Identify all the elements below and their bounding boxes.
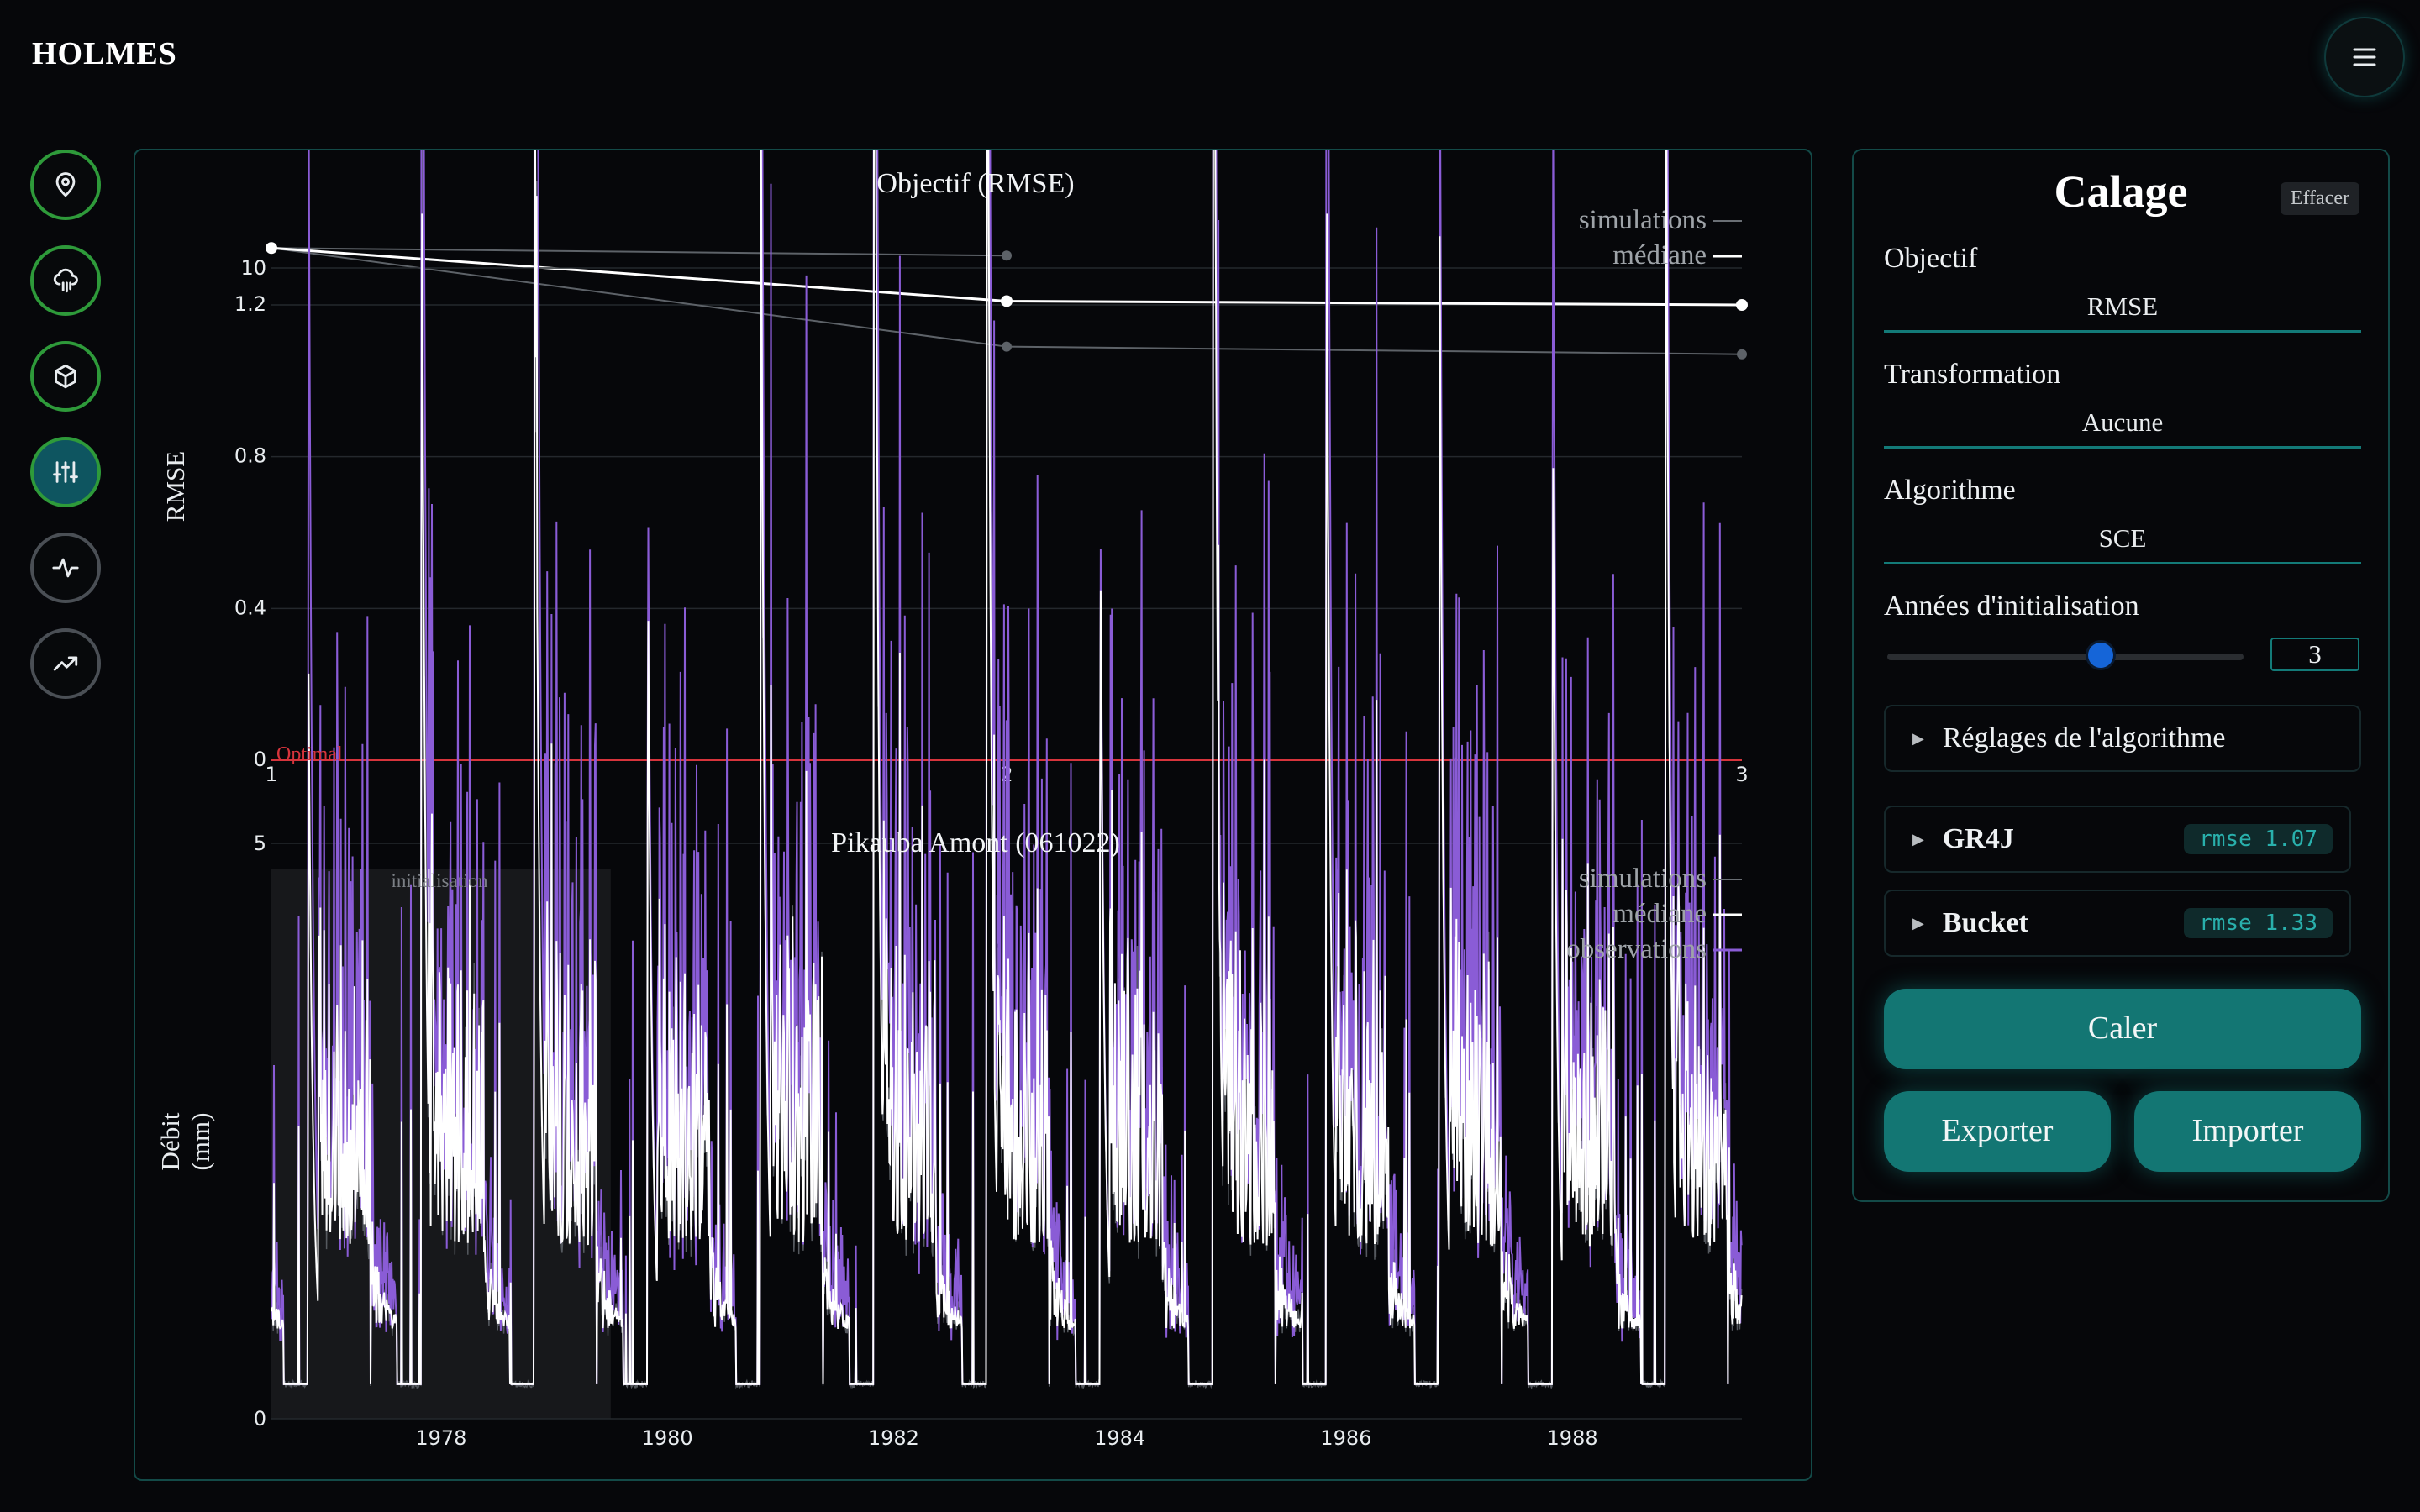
series-line-simulations bbox=[271, 247, 1007, 257]
algorithm-label: Algorithme bbox=[1884, 475, 2016, 506]
hamburger-menu-button[interactable] bbox=[2324, 17, 2405, 97]
model-score-badge: rmse 1.33 bbox=[2184, 908, 2333, 938]
x-tick-label: 3 bbox=[1735, 763, 1748, 786]
import-button[interactable]: Importer bbox=[2134, 1091, 2361, 1172]
series-point-simulations bbox=[1002, 250, 1012, 261]
y-tick-label: 5 bbox=[254, 832, 266, 855]
hamburger-icon bbox=[2353, 48, 2376, 66]
algorithm-settings-label: Réglages de l'algorithme bbox=[1942, 722, 2226, 753]
rain-cloud-icon bbox=[53, 268, 78, 293]
series-point-simulations bbox=[1737, 349, 1747, 360]
init-years-slider-thumb[interactable] bbox=[2088, 643, 2114, 668]
activity-icon bbox=[52, 558, 79, 578]
chart1-title: Objectif (RMSE) bbox=[876, 168, 1074, 199]
series-point-médiane bbox=[1736, 299, 1748, 311]
location-pin-icon bbox=[55, 172, 76, 197]
x-tick-label: 1988 bbox=[1547, 1426, 1598, 1450]
series-bottom bbox=[271, 150, 1743, 1390]
x-tick-label: 1986 bbox=[1320, 1426, 1371, 1450]
nav-model-button[interactable] bbox=[30, 341, 101, 412]
nav-weather-button[interactable] bbox=[30, 245, 101, 316]
y-tick-label: 0.8 bbox=[234, 444, 266, 468]
x-tick-label: 1982 bbox=[868, 1426, 919, 1450]
series-point-médiane bbox=[266, 242, 277, 255]
panel-title: Calage bbox=[2054, 166, 2188, 217]
series-top bbox=[266, 242, 1748, 761]
y-tick-label: 1.2 bbox=[234, 292, 266, 316]
y-tick-label: 10 bbox=[240, 256, 266, 280]
x-tick-label: 1 bbox=[265, 763, 277, 786]
transformation-select[interactable]: Aucune bbox=[1884, 407, 2361, 449]
chart2-ylabel-line1: Débit bbox=[155, 1112, 185, 1170]
expand-triangle-icon: ▶ bbox=[1912, 914, 1924, 932]
chart2-init-label: initialisation bbox=[392, 870, 488, 891]
init-years-label: Années d'initialisation bbox=[1884, 591, 2139, 622]
transformation-label: Transformation bbox=[1884, 359, 2061, 390]
nav-location-button[interactable] bbox=[30, 150, 101, 220]
chart1-ylabel: RMSE bbox=[160, 451, 190, 522]
chart2-legend-observations: observations bbox=[1566, 934, 1707, 964]
clear-button[interactable]: Effacer bbox=[2280, 182, 2360, 215]
nav-simulation-button[interactable] bbox=[30, 533, 101, 603]
model-name: GR4J bbox=[1942, 823, 2014, 854]
model-expander-bucket[interactable]: ▶ Bucket rmse 1.33 bbox=[1884, 890, 2351, 957]
series-point-médiane bbox=[1001, 295, 1013, 307]
model-score-badge: rmse 1.07 bbox=[2184, 824, 2333, 854]
x-tick-label: 1980 bbox=[642, 1426, 693, 1450]
algorithm-select[interactable]: SCE bbox=[1884, 523, 2361, 564]
calibration-panel: Calage Effacer Objectif RMSE Transformat… bbox=[1852, 149, 2390, 1202]
y-tick-label: 0 bbox=[254, 1407, 266, 1431]
chart2-legend-mediane: médiane bbox=[1612, 899, 1707, 929]
cube-icon bbox=[55, 364, 76, 389]
chart2-title: Pikauba Amont (061022) bbox=[831, 827, 1120, 858]
observations-line bbox=[271, 150, 1743, 1385]
nav-projection-button[interactable] bbox=[30, 628, 101, 699]
model-expander-gr4j[interactable]: ▶ GR4J rmse 1.07 bbox=[1884, 806, 2351, 873]
expand-triangle-icon: ▶ bbox=[1912, 729, 1924, 747]
chart2-ylabel-line2: (mm) bbox=[186, 1113, 215, 1171]
objective-label: Objectif bbox=[1884, 243, 1978, 274]
y-tick-label: 0.4 bbox=[234, 596, 266, 619]
x-tick-label: 1984 bbox=[1094, 1426, 1145, 1450]
init-years-input[interactable]: 3 bbox=[2270, 638, 2360, 671]
export-button[interactable]: Exporter bbox=[1884, 1091, 2111, 1172]
y-tick-label: 0 bbox=[254, 748, 266, 771]
chart1-legend-simulations: simulations bbox=[1579, 205, 1707, 235]
init-years-slider[interactable] bbox=[1887, 654, 2244, 660]
sliders-icon bbox=[53, 461, 78, 483]
calibrate-button[interactable]: Caler bbox=[1884, 989, 2361, 1069]
chart1-legend-mediane: médiane bbox=[1612, 240, 1707, 270]
expand-triangle-icon: ▶ bbox=[1912, 830, 1924, 848]
chart2-legend-simulations: simulations bbox=[1579, 864, 1707, 894]
app-logo: HOLMES bbox=[32, 36, 177, 71]
chart1-optimal-label: Optimal bbox=[276, 743, 343, 765]
model-name: Bucket bbox=[1942, 907, 2028, 938]
trending-up-icon bbox=[53, 656, 78, 671]
series-point-simulations bbox=[1002, 341, 1012, 352]
algorithm-settings-expander[interactable]: ▶ Réglages de l'algorithme bbox=[1884, 705, 2361, 772]
nav-calibration-button[interactable] bbox=[30, 437, 101, 507]
x-tick-label: 1978 bbox=[415, 1426, 466, 1450]
mediane-line bbox=[271, 150, 1743, 1385]
objective-select[interactable]: RMSE bbox=[1884, 291, 2361, 333]
